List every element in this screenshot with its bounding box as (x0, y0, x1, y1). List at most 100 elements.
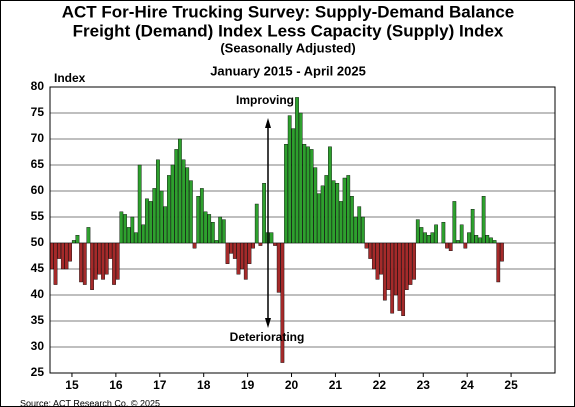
bar (64, 242, 69, 270)
bar (156, 159, 160, 244)
arrow-head (265, 118, 271, 128)
x-tick-label: 16 (109, 378, 123, 392)
bar (123, 214, 127, 244)
bar (481, 195, 486, 244)
x-tick-label: 22 (373, 378, 387, 392)
bar (467, 232, 471, 244)
bar (426, 234, 431, 244)
bar (210, 221, 215, 244)
bar (207, 214, 212, 244)
bar (229, 242, 234, 254)
bar (119, 211, 124, 244)
bar (218, 216, 223, 244)
bar (441, 221, 446, 244)
annotation: Improving (236, 93, 294, 107)
bar (188, 180, 193, 244)
x-tick-label: 18 (197, 378, 211, 392)
y-tick-label: 35 (31, 313, 45, 327)
bar (489, 237, 493, 244)
bar (167, 175, 171, 244)
bar (280, 242, 285, 363)
y-tick-label: 30 (31, 339, 45, 353)
bar (445, 242, 449, 249)
x-tick-label: 17 (153, 378, 167, 392)
bar (386, 242, 391, 290)
bar (126, 227, 131, 244)
bar (148, 201, 153, 244)
plot-border (49, 86, 556, 374)
bar (196, 195, 201, 244)
bar (364, 242, 369, 249)
bar (181, 159, 186, 244)
x-tick-label: 19 (241, 378, 255, 392)
bar (342, 177, 347, 244)
y-tick-label: 60 (31, 183, 45, 197)
chart-title: ACT For-Hire Trucking Survey: Supply-Dem… (62, 2, 514, 21)
bar (415, 219, 420, 244)
bar (459, 224, 464, 244)
bar (130, 216, 135, 244)
bar (68, 242, 72, 262)
bar (500, 242, 504, 262)
bar (470, 208, 475, 244)
bar (291, 128, 296, 244)
bar (170, 164, 175, 244)
bar (328, 146, 332, 244)
bar (251, 242, 255, 249)
x-tick-label: 21 (329, 378, 343, 392)
bar (174, 149, 179, 244)
bar (375, 242, 380, 280)
bar (346, 175, 351, 244)
y-tick-label: 80 (31, 79, 45, 93)
y-tick-label: 65 (31, 157, 45, 171)
bar (79, 242, 83, 283)
x-tick-label: 20 (285, 378, 299, 392)
bar (295, 97, 299, 244)
bar (379, 242, 384, 275)
bar (203, 211, 208, 244)
bar (390, 242, 395, 314)
bar (401, 242, 406, 317)
bar (317, 193, 321, 244)
bar (478, 237, 482, 244)
bar (492, 240, 497, 244)
bar (262, 182, 266, 244)
bar (324, 175, 329, 244)
chart-title: (Seasonally Adjusted) (220, 40, 355, 55)
bar (320, 185, 325, 244)
annotation: Deteriorating (230, 330, 305, 344)
bar (163, 206, 168, 244)
bar (214, 240, 219, 244)
x-tick-label: 25 (504, 378, 518, 392)
source: Source: ACT Research Co. © 2025 (20, 398, 160, 407)
bar (273, 242, 277, 246)
bar (313, 167, 318, 244)
bar (331, 180, 336, 244)
bar (232, 242, 237, 259)
bar (357, 206, 362, 244)
bar (448, 242, 453, 252)
bar (115, 242, 120, 280)
bar (185, 167, 190, 244)
bar (371, 242, 376, 270)
x-tick-label: 15 (65, 378, 79, 392)
bar (335, 182, 340, 244)
bar (97, 242, 102, 275)
y-tick-label: 45 (31, 261, 45, 275)
y-tick-label: 75 (31, 105, 45, 119)
chart-subtitle: January 2015 - April 2025 (210, 63, 366, 78)
bar (361, 216, 365, 244)
bar (141, 224, 146, 244)
bar (225, 242, 230, 264)
bar (456, 240, 460, 244)
bar (434, 224, 438, 244)
bar (86, 227, 91, 244)
bar (112, 242, 116, 285)
y-tick-label: 25 (31, 365, 45, 379)
bar (137, 164, 142, 244)
bar (412, 242, 417, 280)
bar (90, 242, 94, 290)
bar (306, 146, 310, 244)
bar (393, 242, 398, 296)
